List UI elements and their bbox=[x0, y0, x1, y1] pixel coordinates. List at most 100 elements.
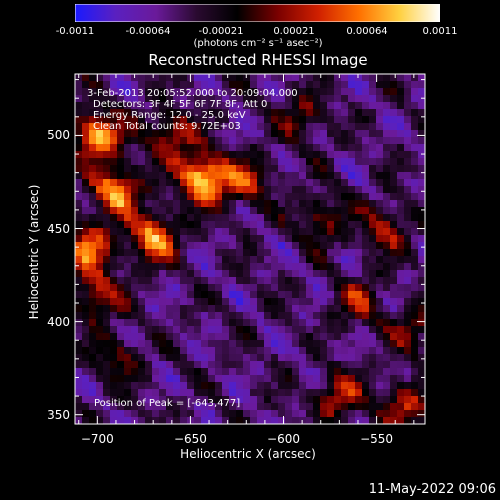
heatmap-cell bbox=[376, 256, 384, 264]
y-axis-label: Heliocentric Y (arcsec) bbox=[27, 184, 41, 320]
heatmap-cell bbox=[89, 109, 97, 117]
heatmap-cell bbox=[264, 102, 272, 110]
heatmap-cell bbox=[390, 375, 398, 383]
heatmap-cell bbox=[278, 214, 286, 222]
heatmap-cell bbox=[103, 221, 111, 229]
heatmap-cell bbox=[306, 298, 314, 306]
heatmap-cell bbox=[194, 186, 202, 194]
heatmap-cell bbox=[117, 417, 125, 425]
heatmap-cell bbox=[75, 228, 83, 236]
heatmap-cell bbox=[306, 81, 314, 89]
heatmap-cell bbox=[313, 389, 321, 397]
heatmap-cell bbox=[341, 123, 349, 131]
heatmap-cell bbox=[215, 207, 223, 215]
heatmap-cell bbox=[264, 389, 272, 397]
heatmap-cell bbox=[257, 396, 265, 404]
heatmap-cell bbox=[187, 221, 195, 229]
heatmap-cell bbox=[355, 95, 363, 103]
heatmap-cell bbox=[348, 291, 356, 299]
heatmap-cell bbox=[243, 270, 251, 278]
heatmap-cell bbox=[271, 361, 279, 369]
heatmap-cell bbox=[138, 396, 146, 404]
heatmap-cell bbox=[75, 319, 83, 327]
heatmap-cell bbox=[159, 354, 167, 362]
heatmap-cell bbox=[110, 151, 118, 159]
heatmap-cell bbox=[313, 417, 321, 425]
heatmap-cell bbox=[418, 347, 426, 355]
heatmap-cell bbox=[131, 214, 139, 222]
heatmap-cell bbox=[418, 326, 426, 334]
heatmap-cell bbox=[131, 137, 139, 145]
heatmap-cell bbox=[348, 347, 356, 355]
heatmap-cell bbox=[89, 81, 97, 89]
heatmap-cell bbox=[292, 123, 300, 131]
heatmap-cell bbox=[173, 242, 181, 250]
heatmap-cell bbox=[369, 137, 377, 145]
heatmap-cell bbox=[278, 235, 286, 243]
heatmap-cell bbox=[166, 207, 174, 215]
heatmap-cell bbox=[383, 305, 391, 313]
heatmap-cell bbox=[124, 130, 132, 138]
heatmap-cell bbox=[145, 319, 153, 327]
heatmap-cell bbox=[75, 151, 83, 159]
heatmap-cell bbox=[271, 291, 279, 299]
heatmap-cell bbox=[187, 81, 195, 89]
heatmap-cell bbox=[138, 137, 146, 145]
heatmap-cell bbox=[152, 102, 160, 110]
heatmap-cell bbox=[222, 81, 230, 89]
heatmap-cell bbox=[334, 123, 342, 131]
heatmap-cell bbox=[334, 74, 342, 82]
heatmap-cell bbox=[82, 109, 90, 117]
heatmap-cell bbox=[278, 95, 286, 103]
heatmap-cell bbox=[369, 228, 377, 236]
heatmap-cell bbox=[362, 340, 370, 348]
heatmap-cell bbox=[411, 158, 419, 166]
heatmap-cell bbox=[194, 249, 202, 257]
heatmap-cell bbox=[376, 319, 384, 327]
heatmap-cell bbox=[390, 116, 398, 124]
heatmap-cell bbox=[96, 228, 104, 236]
heatmap-cell bbox=[103, 165, 111, 173]
heatmap-cell bbox=[138, 256, 146, 264]
heatmap-cell bbox=[285, 319, 293, 327]
heatmap-cell bbox=[152, 186, 160, 194]
heatmap-cell bbox=[159, 137, 167, 145]
heatmap-cell bbox=[404, 109, 412, 117]
heatmap-cell bbox=[208, 354, 216, 362]
heatmap-cell bbox=[215, 165, 223, 173]
heatmap-cell bbox=[208, 102, 216, 110]
heatmap-cell bbox=[222, 123, 230, 131]
heatmap-cell bbox=[404, 130, 412, 138]
heatmap-cell bbox=[152, 284, 160, 292]
heatmap-cell bbox=[229, 172, 237, 180]
heatmap-cell bbox=[341, 256, 349, 264]
heatmap-cell bbox=[278, 151, 286, 159]
heatmap-cell bbox=[299, 130, 307, 138]
heatmap-cell bbox=[383, 158, 391, 166]
heatmap-cell bbox=[215, 354, 223, 362]
heatmap-cell bbox=[208, 144, 216, 152]
heatmap-cell bbox=[362, 298, 370, 306]
heatmap-cell bbox=[152, 249, 160, 257]
heatmap-cell bbox=[264, 305, 272, 313]
heatmap-cell bbox=[306, 193, 314, 201]
heatmap-cell bbox=[376, 228, 384, 236]
heatmap-cell bbox=[215, 277, 223, 285]
heatmap-cell bbox=[404, 88, 412, 96]
heatmap-cell bbox=[194, 81, 202, 89]
heatmap-cell bbox=[166, 242, 174, 250]
heatmap-cell bbox=[264, 326, 272, 334]
heatmap-cell bbox=[229, 123, 237, 131]
heatmap-cell bbox=[75, 410, 83, 418]
heatmap-cell bbox=[173, 235, 181, 243]
heatmap-cell bbox=[390, 403, 398, 411]
heatmap-cell bbox=[75, 207, 83, 215]
heatmap-cell bbox=[418, 158, 426, 166]
heatmap-cell bbox=[327, 298, 335, 306]
heatmap-cell bbox=[278, 396, 286, 404]
heatmap-cell bbox=[138, 249, 146, 257]
heatmap-cell bbox=[215, 102, 223, 110]
heatmap-cell bbox=[397, 298, 405, 306]
heatmap-cell bbox=[173, 312, 181, 320]
heatmap-cell bbox=[341, 235, 349, 243]
